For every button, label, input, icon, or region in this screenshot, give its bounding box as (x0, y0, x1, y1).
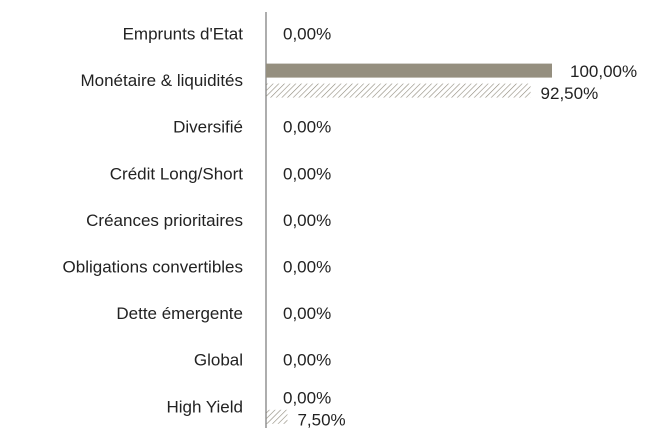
value-label: 0,00% (283, 164, 331, 183)
category-label: Monétaire & liquidités (80, 71, 243, 90)
value-label: 0,00% (283, 388, 331, 407)
hatched-bar (266, 409, 288, 424)
bar (266, 63, 552, 78)
category-label: Créances prioritaires (86, 211, 243, 230)
value-label: 0,00% (283, 351, 331, 370)
value-label: 0,00% (283, 118, 331, 137)
category-label: Dette émergente (116, 304, 243, 323)
value-label: 92,50% (541, 84, 599, 103)
category-label: High Yield (166, 397, 243, 416)
category-label: Obligations convertibles (63, 257, 243, 276)
category-label: Emprunts d'Etat (123, 24, 244, 43)
value-label: 0,00% (283, 24, 331, 43)
value-label: 0,00% (283, 257, 331, 276)
value-label: 0,00% (283, 304, 331, 323)
category-label: Crédit Long/Short (110, 164, 244, 183)
value-label: 7,50% (297, 410, 345, 429)
category-label: Diversifié (173, 118, 243, 137)
category-label: Global (194, 351, 243, 370)
value-label: 0,00% (283, 211, 331, 230)
value-label: 100,00% (570, 62, 637, 81)
hatched-bar (266, 83, 531, 98)
